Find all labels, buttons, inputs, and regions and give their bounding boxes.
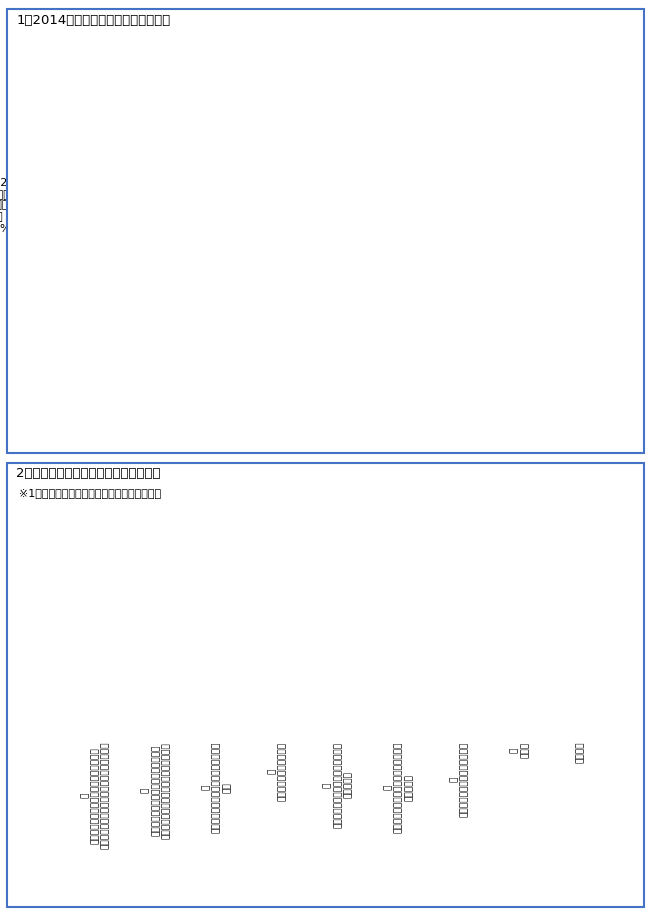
Text: 45%: 45% <box>432 610 452 619</box>
Text: 17%: 17% <box>204 683 224 692</box>
Text: 0%: 0% <box>569 727 584 736</box>
Text: 8%: 8% <box>170 706 184 715</box>
Text: 0%: 0% <box>549 727 564 736</box>
Title: 九州(n=1000): 九州(n=1000) <box>430 82 519 96</box>
Bar <box>432 621 452 737</box>
Bar <box>204 693 224 737</box>
Text: 69%: 69% <box>338 548 358 557</box>
Bar <box>395 732 415 737</box>
Wedge shape <box>53 129 162 278</box>
Bar <box>338 559 358 737</box>
Text: ３
計画停電になると社会的影響が大きい
から: ３ 計画停電になると社会的影響が大きい から <box>202 742 231 834</box>
Text: 回答不明: 回答不明 <box>576 742 585 763</box>
Text: 1%: 1% <box>512 725 527 734</box>
Text: 2．節電を実施した理由（複数回答可）: 2．節電を実施した理由（複数回答可） <box>16 467 161 480</box>
Text: 77%: 77% <box>318 528 338 536</box>
Text: 28%: 28% <box>90 654 110 663</box>
Text: 回答不明
0%: 回答不明 0% <box>165 59 291 101</box>
Text: 回答不明
0%: 回答不明 0% <box>482 59 603 101</box>
Text: １  今夏(2014
年度)節電を実
施した
56%: １ 今夏(2014 年度)節電を実 施した 56% <box>549 276 608 321</box>
Text: 8%: 8% <box>150 706 164 715</box>
Bar <box>147 716 167 737</box>
Text: 2%: 2% <box>492 722 506 731</box>
Text: ※1．で「節電を実施した」と回答した者のみ: ※1．で「節電を実施した」と回答した者のみ <box>20 488 162 498</box>
Text: 2%: 2% <box>378 722 392 731</box>
Text: ５
節電をすれば電気代の節約になると
思ったから: ５ 節電をすれば電気代の節約になると 思ったから <box>323 742 353 828</box>
Bar <box>167 716 187 737</box>
Text: ２
職場や学校等で「自宅でも節電を実施
するように」との呼びかけがあったから: ２ 職場や学校等で「自宅でも節電を実施 するように」との呼びかけがあったから <box>141 742 171 839</box>
Bar <box>224 716 244 737</box>
Title: 関西(n=1071): 関西(n=1071) <box>118 82 207 96</box>
Bar <box>489 732 509 737</box>
Text: 23%: 23% <box>281 668 301 676</box>
Text: 45%: 45% <box>452 610 472 619</box>
Bar <box>90 665 110 737</box>
Bar <box>261 678 281 737</box>
Text: 2%: 2% <box>398 722 412 731</box>
Y-axis label: (%): (%) <box>33 485 53 495</box>
Text: １  今夏(2014
年度)節電を
実施した
69%: １ 今夏(2014 年度)節電を 実施した 69% <box>166 292 225 337</box>
Text: ２  今夏(2014
年度)節電を
実施なかっ
た
31%: ２ 今夏(2014 年度)節電を 実施なかっ た 31% <box>0 177 29 234</box>
Bar <box>318 538 338 737</box>
Bar <box>110 693 130 737</box>
Text: 8%: 8% <box>227 706 241 715</box>
Text: ７
節電することが習慣化したから: ７ 節電することが習慣化したから <box>450 742 469 817</box>
Bar <box>452 621 472 737</box>
Text: ６
友人、隣人などまわりの人が節電をし
ていたから: ６ 友人、隣人などまわりの人が節電をし ていたから <box>384 742 413 834</box>
Text: ８
その他: ８ その他 <box>510 742 530 758</box>
Bar <box>281 678 301 737</box>
Wedge shape <box>365 129 474 340</box>
Bar <box>509 735 529 737</box>
Text: 1．2014年度夏季の節電の実施の有無: 1．2014年度夏季の節電の実施の有無 <box>16 14 170 27</box>
Legend: 関西(n=739), 九州(n=560): 関西(n=739), 九州(n=560) <box>509 509 605 545</box>
Wedge shape <box>61 129 272 347</box>
Wedge shape <box>434 129 584 347</box>
Text: 23%: 23% <box>261 668 281 676</box>
Bar <box>375 732 395 737</box>
Text: ４
環境意識が高まったから: ４ 環境意識が高まったから <box>268 742 287 802</box>
Text: ２  今夏(2014
年度)節電を実
施なかった
44%: ２ 今夏(2014 年度)節電を実 施なかった 44% <box>281 189 341 234</box>
Text: 17%: 17% <box>110 683 130 692</box>
Text: １
政府・電力会社の広報や新聞・ニュース
を見て、「家庭の協力が必要」と思ったから: １ 政府・電力会社の広報や新聞・ニュース を見て、「家庭の協力が必要」と思ったか… <box>81 742 110 849</box>
